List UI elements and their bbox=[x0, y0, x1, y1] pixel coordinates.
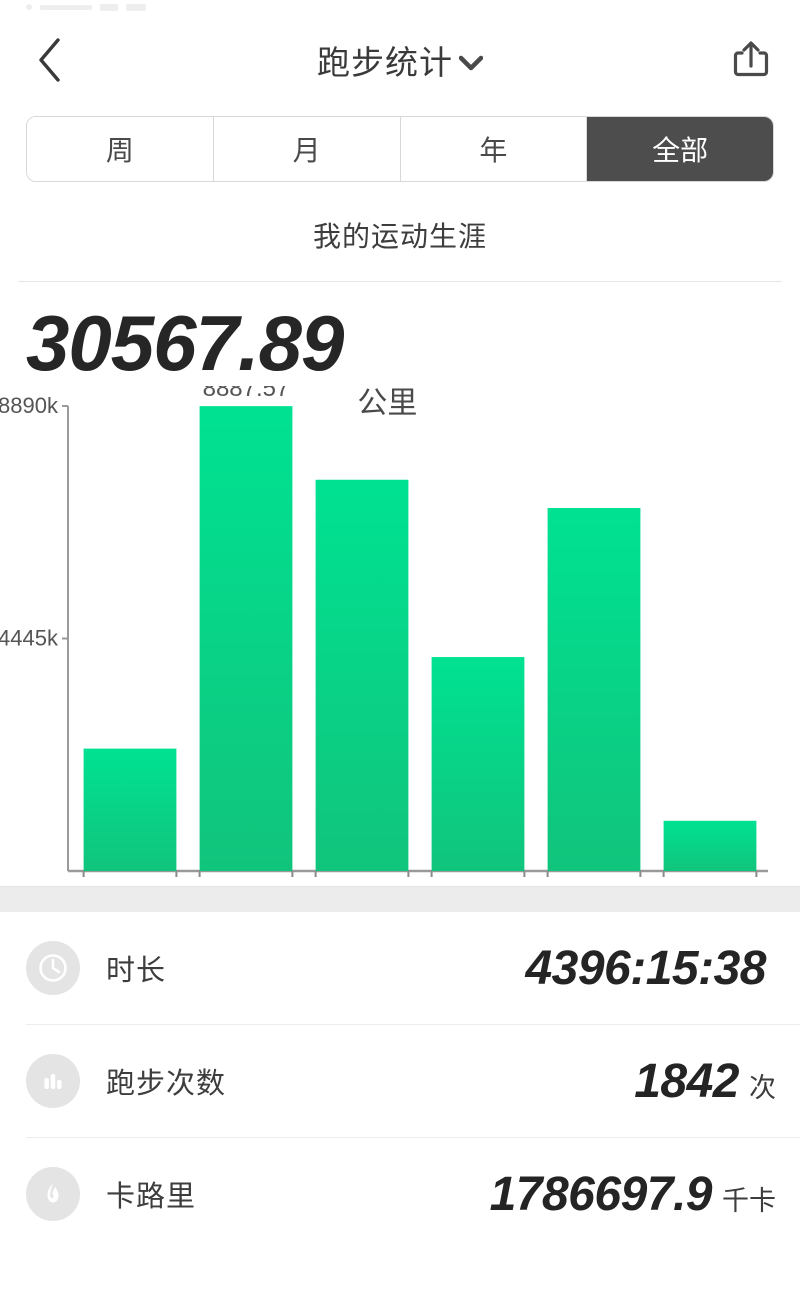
stat-row-calories[interactable]: 卡路里 1786697.9 千卡 bbox=[0, 1138, 800, 1251]
title-dropdown[interactable]: 跑步统计 bbox=[317, 36, 483, 84]
stat-row-duration[interactable]: 时长 4396:15:38 bbox=[0, 912, 800, 1025]
status-icon-signal bbox=[26, 4, 32, 10]
chart-x-label: 2018 bbox=[336, 882, 387, 886]
chart-x-label: 2016 bbox=[104, 882, 155, 886]
segment-month[interactable]: 月 bbox=[213, 117, 401, 181]
chart-bar[interactable] bbox=[315, 479, 409, 871]
yearly-distance-chart[interactable]: 8890k 4445k 2016 2017 8887.57 2018 2019 2020 202… bbox=[0, 386, 800, 886]
chart-x-label: 2021 bbox=[684, 882, 735, 886]
chart-svg: 8890k 4445k 2016 2017 8887.57 2018 2019 2020 202… bbox=[0, 386, 768, 886]
clock-icon bbox=[26, 941, 80, 996]
segment-year[interactable]: 年 bbox=[400, 117, 588, 181]
chart-data-label: 8887.57 bbox=[203, 386, 290, 402]
status-bar bbox=[0, 0, 800, 14]
svg-text:4445k: 4445k bbox=[0, 625, 59, 650]
stat-row-run-count[interactable]: 跑步次数 1842 次 bbox=[0, 1025, 800, 1138]
status-icon-battery bbox=[126, 3, 146, 11]
flame-icon bbox=[26, 1167, 80, 1222]
chart-bar[interactable] bbox=[431, 656, 525, 871]
section-separator-band bbox=[0, 885, 800, 912]
share-icon bbox=[733, 41, 769, 77]
stat-label-duration: 时长 bbox=[106, 955, 167, 988]
stat-unit-run-count: 次 bbox=[749, 1072, 776, 1103]
chart-bar[interactable] bbox=[547, 507, 641, 871]
stat-value-run-count: 1842 bbox=[634, 1054, 739, 1108]
share-button[interactable] bbox=[724, 33, 778, 87]
navigation-bar: 跑步统计 bbox=[0, 14, 800, 106]
total-distance-block: 30567.89 公里 bbox=[0, 282, 800, 420]
chart-bar[interactable] bbox=[199, 405, 293, 871]
stat-label-calories: 卡路里 bbox=[106, 1181, 197, 1214]
chevron-down-icon bbox=[459, 55, 483, 71]
total-distance-value: 30567.89 bbox=[26, 299, 344, 387]
summary-stats-list: 时长 4396:15:38 跑步次数 1842 次 bbox=[0, 911, 800, 1251]
divider bbox=[18, 281, 782, 282]
chart-x-label: 2020 bbox=[568, 882, 619, 886]
stat-value-duration: 4396:15:38 bbox=[525, 941, 766, 995]
chevron-left-icon bbox=[39, 38, 60, 82]
chart-bar[interactable] bbox=[83, 748, 177, 871]
stat-value-group-calories: 1786697.9 千卡 bbox=[490, 1167, 776, 1222]
period-filter: 周 月 年 全部 bbox=[0, 106, 800, 182]
stat-unit-calories: 千卡 bbox=[722, 1185, 776, 1216]
svg-text:8890k: 8890k bbox=[0, 393, 59, 418]
status-carrier-text bbox=[40, 4, 92, 10]
section-title: 我的运动生涯 bbox=[312, 221, 487, 252]
chart-x-label: 2019 bbox=[452, 882, 503, 886]
segmented-control: 周 月 年 全部 bbox=[26, 116, 774, 182]
chart-bar[interactable] bbox=[663, 820, 757, 871]
total-distance-unit: 公里 bbox=[357, 386, 418, 420]
stat-value-group-run-count: 1842 次 bbox=[634, 1054, 776, 1109]
back-button[interactable] bbox=[22, 33, 76, 87]
page-title: 跑步统计 bbox=[317, 44, 453, 81]
segment-week[interactable]: 周 bbox=[27, 117, 214, 181]
segment-all[interactable]: 全部 bbox=[587, 117, 773, 181]
chart-x-label: 2017 bbox=[220, 882, 271, 886]
stat-label-run-count: 跑步次数 bbox=[106, 1068, 227, 1101]
status-icon-wifi bbox=[100, 3, 118, 11]
stat-value-group-duration: 4396:15:38 bbox=[525, 941, 776, 996]
stat-value-calories: 1786697.9 bbox=[489, 1167, 713, 1221]
bar-chart-icon bbox=[26, 1054, 80, 1109]
